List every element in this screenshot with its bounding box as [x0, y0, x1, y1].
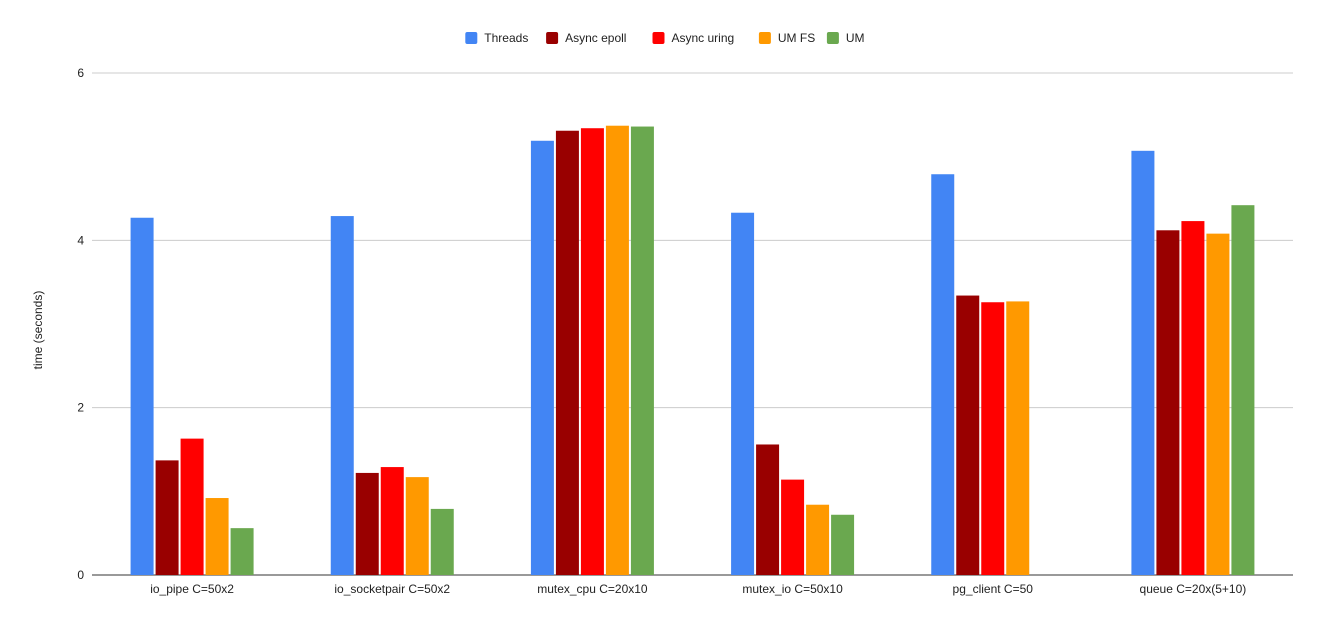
legend-label: UM	[846, 31, 865, 45]
bar	[555, 130, 579, 576]
x-tick-label: io_socketpair C=50x2	[334, 582, 450, 596]
legend-swatch	[826, 32, 839, 44]
y-tick-label: 6	[77, 66, 84, 80]
bar	[330, 216, 354, 575]
x-tick-label: io_pipe C=50x2	[150, 582, 234, 596]
legend-item: Async uring	[652, 31, 735, 45]
legend: Threads Async epoll Async uring UM FS UM	[465, 31, 865, 45]
legend-item: UM FS	[758, 31, 815, 45]
legend-label: Async epoll	[565, 31, 626, 45]
bar	[1206, 233, 1230, 575]
bar	[130, 217, 154, 575]
legend-item: Async epoll	[546, 31, 626, 45]
bar	[931, 174, 955, 575]
bar	[205, 498, 229, 575]
legend-swatch	[465, 32, 478, 44]
bar	[230, 528, 254, 575]
bars	[130, 125, 1255, 576]
y-axis-title: time (seconds)	[31, 291, 45, 370]
bar	[806, 504, 830, 575]
bar	[380, 467, 404, 575]
y-tick-label: 2	[77, 401, 84, 415]
legend-swatch	[546, 32, 559, 44]
legend-item: UM	[826, 31, 865, 45]
bar	[605, 125, 629, 576]
bar	[580, 128, 604, 575]
legend-label: Threads	[484, 31, 528, 45]
bar	[831, 514, 855, 575]
bar	[155, 460, 179, 575]
legend-item: Threads	[465, 31, 528, 45]
bar	[405, 477, 429, 575]
x-tick-label: mutex_io C=50x10	[742, 582, 843, 596]
bar	[355, 472, 379, 575]
bar	[530, 140, 554, 575]
legend-swatch	[652, 32, 665, 44]
y-axis: 0 2 4 6	[77, 66, 84, 582]
y-tick-label: 0	[77, 568, 84, 582]
bar	[180, 438, 204, 575]
x-tick-label: mutex_cpu C=20x10	[537, 582, 648, 596]
bar	[756, 444, 780, 575]
bar	[630, 126, 654, 576]
legend-swatch	[758, 32, 771, 44]
y-tick-label: 4	[77, 233, 84, 247]
bar	[1006, 301, 1030, 575]
bar	[1131, 150, 1155, 575]
bar	[1156, 230, 1180, 575]
bar	[1181, 221, 1205, 575]
bar	[1231, 205, 1255, 575]
legend-label: UM FS	[778, 31, 815, 45]
bar	[956, 295, 980, 575]
x-tick-label: queue C=20x(5+10)	[1140, 582, 1247, 596]
x-axis: io_pipe C=50x2 io_socketpair C=50x2 mutex_…	[150, 582, 1246, 596]
bar	[781, 479, 805, 575]
bar	[731, 212, 755, 575]
bar	[430, 508, 454, 575]
legend-label: Async uring	[672, 31, 735, 45]
x-tick-label: pg_client C=50	[953, 582, 1034, 596]
bar	[981, 302, 1005, 575]
gridlines	[92, 72, 1293, 576]
